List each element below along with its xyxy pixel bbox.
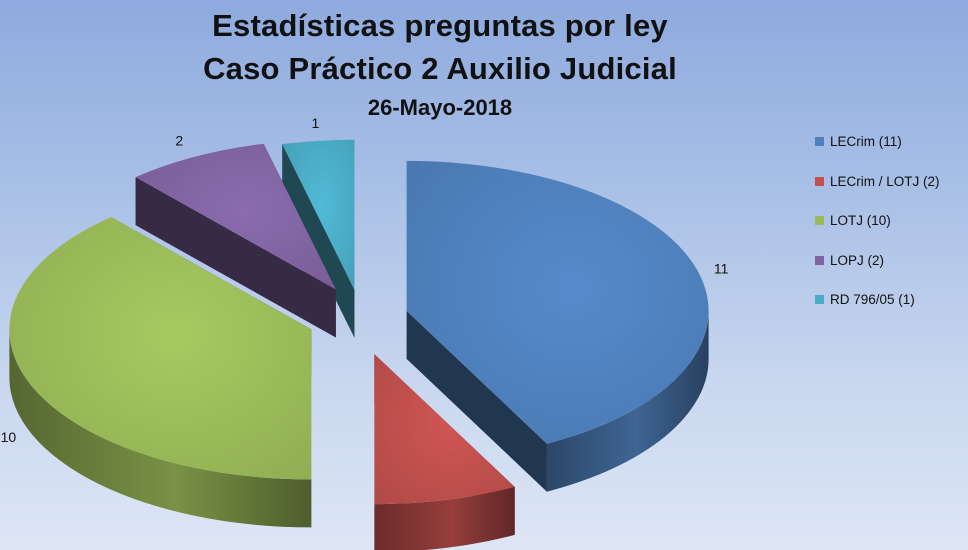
legend-swatch [815, 137, 824, 146]
legend-item: LOPJ (2) [815, 252, 965, 269]
chart-subtitle: 26-Mayo-2018 [367, 95, 513, 120]
pie-slice [135, 143, 336, 338]
pie-slice-top [406, 160, 709, 444]
chart-title-line-2: Caso Práctico 2 Auxilio Judicial [203, 51, 677, 86]
legend-swatch [815, 255, 824, 265]
pie-slice-top [374, 354, 515, 505]
pie-slice-top [135, 143, 336, 290]
legend-label: LECrim (11) [830, 134, 902, 149]
legend-label: LOPJ (2) [830, 252, 885, 268]
legend-item: LECrim (11) [815, 133, 965, 150]
legend-label: LECrim / LOTJ (2) [830, 173, 940, 189]
data-label: 2 [175, 133, 183, 149]
pie-slice [282, 139, 355, 338]
legend-label: RD 796/05 (1) [830, 292, 915, 307]
legend-item: RD 796/05 (1) [815, 291, 965, 308]
data-label: 11 [714, 261, 729, 277]
chart-title: Estadísticas preguntas por ley Caso Prác… [150, 4, 730, 124]
legend-item: LOTJ (10) [815, 212, 965, 229]
chart-title-line-1: Estadísticas preguntas por ley [212, 8, 668, 43]
legend-item: LECrim / LOTJ (2) [815, 173, 965, 190]
data-label: 10 [1, 429, 17, 445]
data-label: 1 [312, 115, 320, 131]
legend-swatch [815, 176, 824, 186]
pie-slice [9, 217, 312, 528]
legend-label: LOTJ (10) [830, 213, 891, 228]
pie-slice [374, 354, 515, 550]
pie-slice [406, 160, 709, 492]
pie-slice-top [282, 139, 355, 290]
legend: LECrim (11) LECrim / LOTJ (2) LOTJ (10) … [815, 133, 965, 331]
pie-slice-top [9, 217, 312, 480]
legend-swatch [815, 295, 824, 304]
legend-swatch [815, 216, 824, 225]
